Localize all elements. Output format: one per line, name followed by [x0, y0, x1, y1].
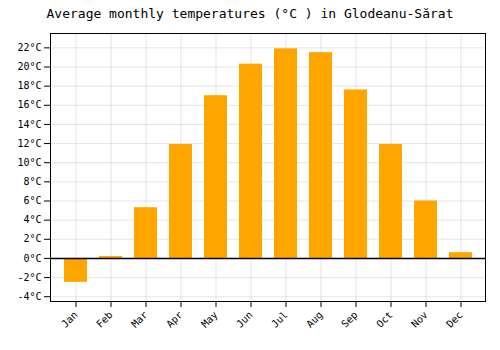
svg-text:0°C: 0°C [23, 253, 41, 264]
svg-text:2°C: 2°C [23, 233, 41, 244]
svg-text:10°C: 10°C [17, 157, 41, 168]
svg-text:6°C: 6°C [23, 195, 41, 206]
svg-text:Oct: Oct [374, 309, 395, 330]
svg-text:12°C: 12°C [17, 138, 41, 149]
svg-text:Aug: Aug [304, 309, 325, 330]
svg-text:20°C: 20°C [17, 61, 41, 72]
svg-text:4°C: 4°C [23, 214, 41, 225]
svg-text:Apr: Apr [164, 309, 185, 330]
svg-text:-2°C: -2°C [17, 272, 41, 283]
svg-text:Dec: Dec [444, 309, 465, 330]
svg-text:Sep: Sep [339, 309, 360, 330]
svg-text:Jul: Jul [269, 309, 290, 330]
svg-text:May: May [199, 309, 220, 330]
svg-text:16°C: 16°C [17, 99, 41, 110]
svg-text:Feb: Feb [94, 309, 115, 330]
svg-text:22°C: 22°C [17, 42, 41, 53]
svg-text:Jan: Jan [59, 309, 80, 330]
svg-text:Nov: Nov [409, 309, 430, 330]
svg-text:14°C: 14°C [17, 119, 41, 130]
svg-text:Jun: Jun [234, 309, 255, 330]
html-text:Average monthly temperatures (: Average monthly temperatures (°C ) in Gl… [46, 6, 454, 21]
svg-text:18°C: 18°C [17, 80, 41, 91]
svg-text:Mar: Mar [129, 309, 150, 330]
svg-text:-4°C: -4°C [17, 291, 41, 302]
svg-text:8°C: 8°C [23, 176, 41, 187]
